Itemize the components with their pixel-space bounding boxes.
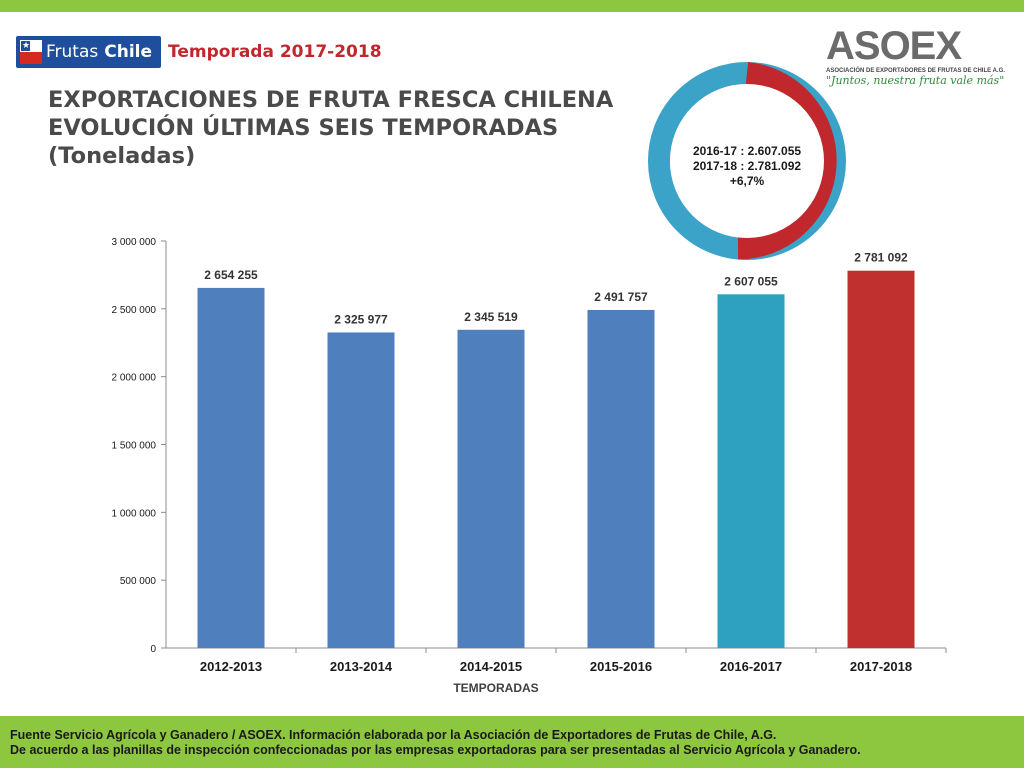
chile-flag-icon: ★: [20, 40, 42, 64]
bar: [587, 309, 655, 648]
donut-svg: [648, 62, 846, 260]
y-tick-label: 2 000 000: [112, 373, 157, 384]
y-tick-label: 500 000: [120, 576, 157, 587]
footer-note-line: De acuerdo a las planillas de inspección…: [10, 743, 861, 757]
bar: [327, 332, 395, 648]
title-line-2: EVOLUCIÓN ÚLTIMAS SEIS TEMPORADAS: [48, 115, 559, 141]
bar-data-label: 2 491 757: [594, 290, 648, 304]
title-line-3: (Toneladas): [48, 143, 196, 169]
asoex-wordmark: ASOEX: [826, 24, 962, 68]
asoex-subtitle: ASOCIACIÓN DE EXPORTADORES DE FRUTAS DE …: [826, 68, 1005, 74]
season-label: Temporada 2017-2018: [168, 42, 382, 62]
donut-line-2: 2017-18 : 2.781.092: [692, 159, 802, 173]
y-tick-label: 0: [150, 644, 156, 655]
footer-source-line: Fuente Servicio Agrícola y Ganadero / AS…: [10, 728, 777, 742]
donut-segment-red: [737, 62, 837, 260]
y-tick-label: 1 000 000: [112, 508, 157, 519]
growth-donut: 2016-17 : 2.607.055 2017-18 : 2.781.092 …: [644, 58, 850, 264]
donut-hole: [670, 84, 824, 238]
y-tick-label: 2 500 000: [112, 305, 157, 316]
frutas-de-chile-logo: ★ Frutas Chile: [16, 36, 161, 68]
donut-line-3: +6,7%: [729, 174, 765, 188]
y-tick-label: 3 000 000: [112, 237, 157, 248]
x-tick-label: 2015-2016: [590, 659, 652, 674]
bar: [847, 270, 915, 648]
bar-data-label: 2 654 255: [204, 268, 258, 282]
footer-bar: Fuente Servicio Agrícola y Ganadero / AS…: [0, 716, 1024, 768]
page-title: EXPORTACIONES DE FRUTA FRESCA CHILENA EV…: [48, 86, 613, 170]
x-tick-label: 2013-2014: [330, 659, 393, 674]
bar: [457, 329, 525, 648]
bar-data-label: 2 781 092: [854, 251, 908, 265]
bar-data-label: 2 607 055: [724, 274, 778, 288]
x-tick-label: 2016-2017: [720, 659, 782, 674]
donut-summary: 2016-17 : 2.607.055 2017-18 : 2.781.092 …: [674, 144, 820, 189]
asoex-logo: ASOEX ASOCIACIÓN DE EXPORTADORES DE FRUT…: [826, 24, 1005, 88]
bar: [717, 294, 785, 648]
y-tick-label: 1 500 000: [112, 441, 157, 452]
top-accent-bar: [0, 0, 1024, 12]
bar-data-label: 2 325 977: [334, 312, 388, 326]
donut-line-1: 2016-17 : 2.607.055: [692, 144, 802, 158]
logo-frutas-label: Frutas: [46, 42, 99, 62]
x-axis-title: TEMPORADAS: [453, 681, 538, 695]
asoex-slogan: "Juntos, nuestra fruta vale más": [826, 74, 1005, 87]
x-tick-label: 2012-2013: [200, 659, 262, 674]
bar-data-label: 2 345 519: [464, 310, 518, 324]
x-tick-label: 2014-2015: [460, 659, 522, 674]
bar: [197, 287, 265, 648]
logo-chile-label: Chile: [104, 42, 153, 62]
x-tick-label: 2017-2018: [850, 659, 912, 674]
title-line-1: EXPORTACIONES DE FRUTA FRESCA CHILENA: [48, 87, 614, 113]
